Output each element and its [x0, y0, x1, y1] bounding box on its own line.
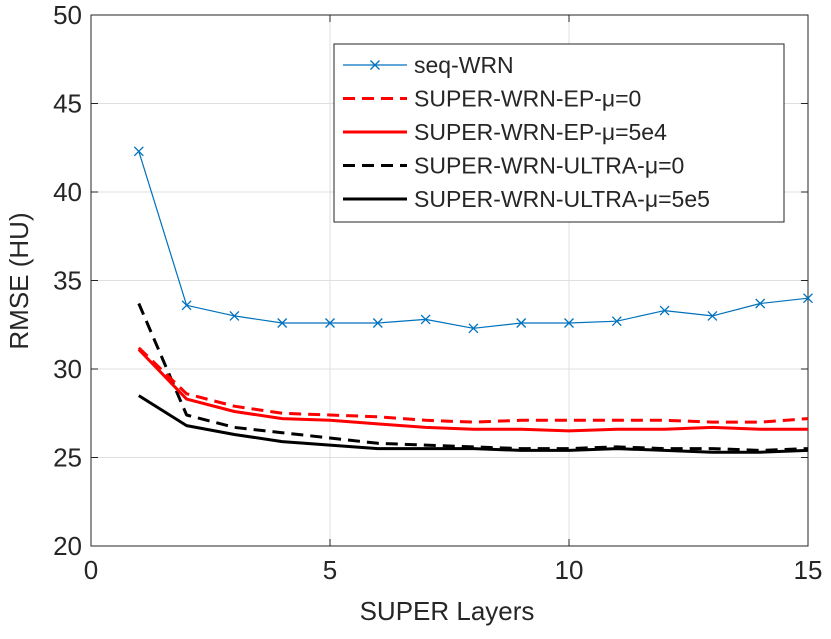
x-tick-label: 10 — [555, 555, 584, 585]
data-point-marker — [707, 310, 718, 321]
data-point-marker — [277, 318, 288, 328]
series-line — [138, 394, 809, 454]
series-0 — [133, 146, 813, 334]
x-axis-label: SUPER Layers — [360, 596, 535, 626]
legend-label: seq-WRN — [414, 52, 514, 78]
data-point-marker — [181, 300, 192, 311]
y-axis-label: RMSE (HU) — [4, 212, 34, 349]
y-tick-label: 20 — [53, 531, 82, 561]
series-2 — [137, 348, 808, 433]
axis-ticks: 0 5 10 15 20 25 30 35 40 45 50 — [53, 0, 822, 585]
data-point-marker — [755, 298, 766, 309]
series-line — [137, 348, 808, 433]
data-point-marker — [133, 146, 144, 157]
data-point-marker — [516, 318, 527, 328]
series-line — [137, 302, 809, 452]
legend-label: SUPER-WRN-EP-μ=0 — [414, 86, 641, 112]
legend: seq-WRN SUPER-WRN-EP-μ=0 SUPER-WRN-EP-μ=5e… — [333, 43, 785, 223]
legend-marker — [370, 60, 380, 70]
legend-label: SUPER-WRN-ULTRA-μ=0 — [414, 153, 684, 179]
y-tick-label: 40 — [53, 177, 82, 207]
data-point-marker — [659, 305, 670, 316]
data-point-marker — [372, 318, 383, 328]
y-tick-label: 30 — [53, 354, 82, 384]
data-point-marker — [325, 318, 335, 328]
series-3 — [137, 302, 809, 452]
x-tick-label: 0 — [84, 555, 98, 585]
y-tick-label: 45 — [53, 89, 82, 119]
legend-label: SUPER-WRN-EP-μ=5e4 — [414, 119, 667, 145]
series-1 — [137, 346, 809, 424]
series-line — [137, 346, 809, 424]
x-tick-label: 15 — [794, 555, 823, 585]
y-tick-label: 50 — [53, 0, 82, 30]
y-tick-label: 25 — [53, 443, 82, 473]
series-layer — [133, 146, 813, 454]
series-4 — [138, 394, 809, 454]
data-point-marker — [468, 323, 479, 334]
legend-box — [333, 43, 785, 223]
x-tick-label: 5 — [323, 555, 337, 585]
data-point-marker — [564, 318, 574, 328]
data-point-marker — [803, 293, 813, 304]
legend-label: SUPER-WRN-ULTRA-μ=5e5 — [414, 186, 710, 212]
data-point-marker — [420, 314, 431, 325]
data-point-marker — [611, 316, 622, 327]
data-point-marker — [229, 310, 240, 321]
y-tick-label: 35 — [53, 266, 82, 296]
